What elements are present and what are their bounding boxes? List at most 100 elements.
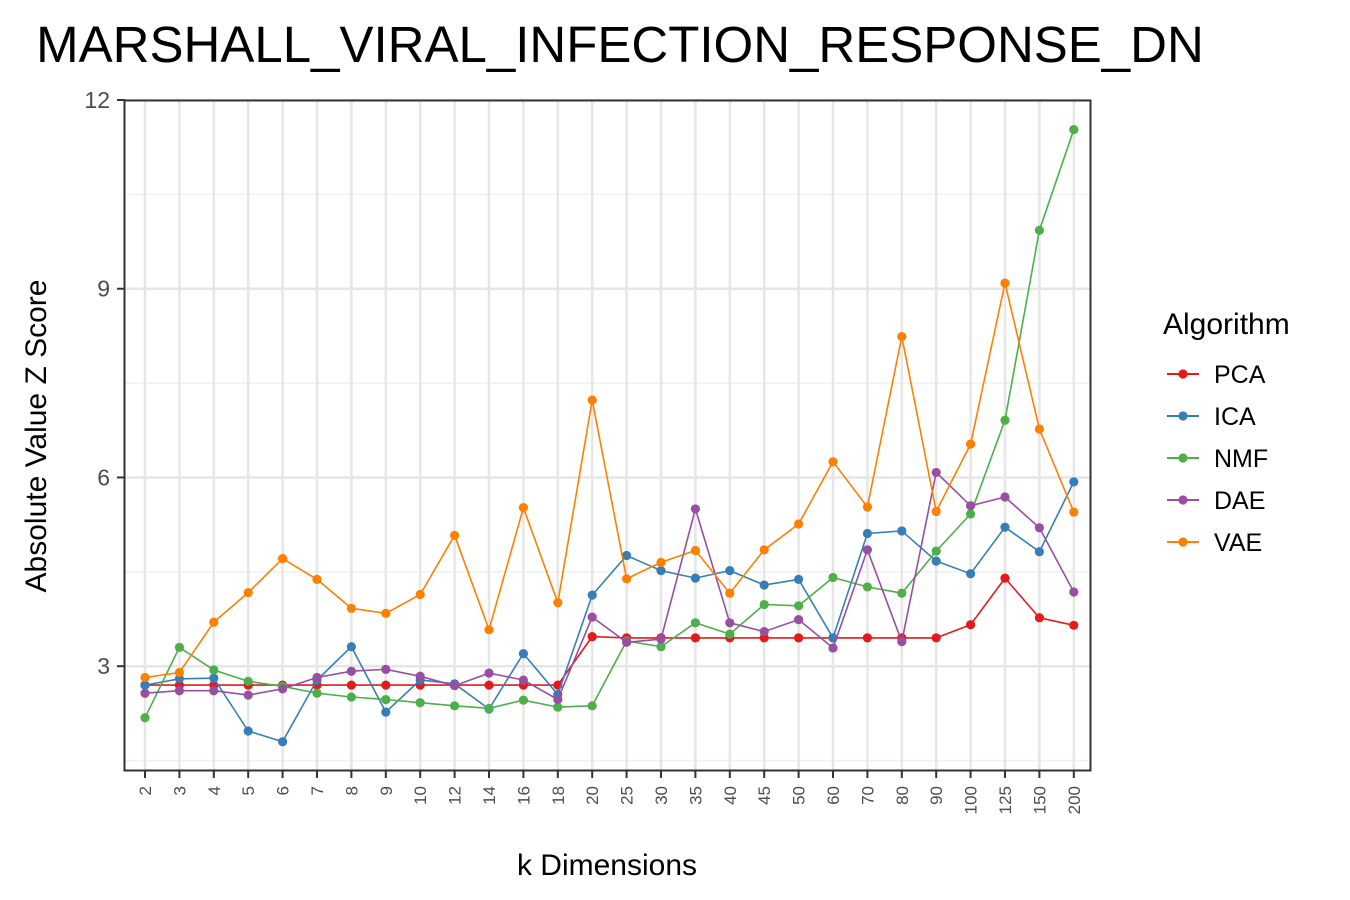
- y-axis-label: Absolute Value Z Score: [20, 280, 53, 593]
- data-point: [897, 637, 907, 647]
- data-point: [346, 692, 356, 702]
- data-point: [759, 545, 769, 555]
- legend-label: NMF: [1214, 445, 1268, 473]
- x-tick-label: 30: [652, 786, 671, 805]
- data-point: [587, 632, 597, 642]
- data-point: [1000, 522, 1010, 532]
- data-point: [312, 688, 322, 698]
- x-tick-label: 2: [136, 786, 155, 795]
- data-point: [966, 439, 976, 449]
- data-point: [587, 395, 597, 405]
- x-tick-label: 25: [618, 786, 637, 805]
- data-point: [415, 589, 425, 600]
- data-point: [794, 633, 804, 643]
- data-point: [484, 668, 494, 678]
- series-dae: [140, 467, 1079, 705]
- series-vae: [140, 278, 1079, 683]
- y-tick-label: 12: [84, 87, 110, 113]
- data-point: [484, 625, 494, 635]
- data-point: [450, 681, 460, 691]
- data-point: [209, 665, 219, 675]
- x-tick-label: 50: [790, 786, 809, 805]
- x-tick-label: 70: [858, 786, 877, 805]
- legend-title: Algorithm: [1163, 308, 1290, 341]
- x-tick-label: 8: [342, 786, 361, 795]
- data-point: [897, 526, 907, 536]
- data-point: [690, 504, 701, 514]
- x-axis-label: k Dimensions: [517, 849, 697, 882]
- data-point: [966, 620, 976, 630]
- data-point: [966, 501, 976, 511]
- data-point: [518, 695, 529, 705]
- data-point: [1069, 587, 1079, 597]
- x-tick-label: 200: [1065, 786, 1084, 814]
- data-point: [243, 676, 253, 686]
- data-point: [862, 545, 873, 555]
- data-point: [725, 618, 735, 628]
- data-point: [622, 574, 632, 584]
- x-tick-label: 40: [721, 786, 740, 805]
- data-point: [725, 588, 735, 598]
- data-point: [140, 672, 150, 683]
- data-point: [174, 667, 184, 678]
- data-point: [794, 601, 804, 611]
- data-point: [381, 608, 391, 618]
- data-point: [346, 642, 356, 652]
- data-point: [174, 674, 184, 684]
- x-tick-label: 20: [583, 786, 602, 805]
- data-point: [243, 690, 253, 700]
- legend-label: DAE: [1214, 487, 1265, 515]
- data-point: [1069, 124, 1079, 135]
- series-line-dae: [144, 470, 1075, 701]
- data-point: [1034, 613, 1044, 623]
- data-point: [484, 680, 494, 690]
- data-point: [587, 701, 597, 711]
- data-point: [828, 457, 838, 467]
- x-tick-label: 80: [893, 786, 912, 805]
- series-line-vae: [144, 282, 1075, 679]
- data-point: [518, 503, 529, 513]
- y-tick-label: 9: [97, 276, 110, 302]
- data-point: [862, 582, 873, 592]
- legend-key-point: [1178, 453, 1188, 463]
- data-point: [1034, 547, 1044, 557]
- legend-key-point: [1178, 369, 1188, 379]
- data-point: [553, 694, 563, 705]
- data-point: [209, 686, 219, 696]
- x-tick-label: 125: [996, 786, 1015, 814]
- data-point: [1000, 278, 1010, 288]
- data-point: [140, 680, 150, 690]
- x-tick-label: 3: [170, 786, 189, 795]
- data-point: [381, 664, 391, 674]
- data-point: [278, 737, 288, 747]
- data-point: [415, 671, 425, 681]
- data-point: [209, 673, 219, 683]
- legend-item-nmf: NMF: [1167, 445, 1268, 473]
- series-nmf: [140, 124, 1079, 723]
- data-point: [931, 546, 941, 556]
- x-tick-label: 5: [239, 786, 258, 795]
- data-point: [794, 519, 804, 529]
- data-point: [862, 528, 873, 539]
- x-tick-label: 45: [755, 786, 774, 805]
- data-point: [415, 698, 425, 708]
- data-point: [140, 688, 150, 698]
- data-point: [862, 502, 873, 512]
- data-point: [690, 573, 701, 583]
- legend-items: PCA ICA NMF DAE VAE: [1167, 361, 1268, 557]
- x-tick-label: 16: [514, 786, 533, 805]
- data-point: [690, 618, 701, 628]
- data-point: [931, 467, 941, 478]
- data-point: [174, 642, 184, 652]
- x-tick-label: 150: [1030, 786, 1049, 814]
- legend-key-point: [1178, 411, 1188, 421]
- series-line-pca: [145, 576, 1074, 686]
- x-tick-label: 100: [962, 786, 981, 814]
- data-point: [278, 684, 288, 694]
- data-point: [1000, 573, 1010, 583]
- data-point: [897, 331, 907, 342]
- data-point: [1000, 415, 1010, 425]
- data-point: [174, 686, 184, 696]
- data-point: [140, 713, 150, 723]
